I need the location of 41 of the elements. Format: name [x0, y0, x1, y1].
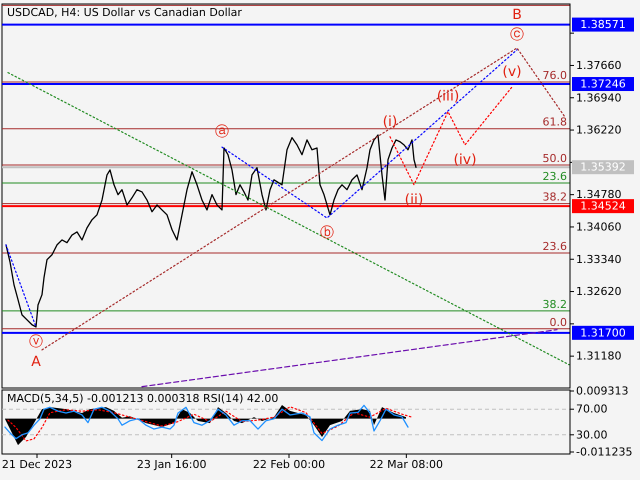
chart-title: MACD(5,34,5) -0.001213 0.000318 RSI(14) 42.00 [7, 392, 278, 405]
annotation: 23.6 [542, 170, 567, 183]
y-tick-label: 1.33340 [576, 252, 622, 266]
ref-line-label: 1.37246 [580, 78, 626, 91]
y-tick-label: 70.00 [576, 402, 608, 416]
ref-line-label: 1.35392 [580, 160, 626, 174]
annotation: (iii) [436, 88, 460, 105]
y-tick-label: 1.31180 [576, 350, 622, 363]
x-tick-label: 22 Mar 08:00 [370, 458, 444, 471]
x-tick-label: 23 Jan 16:00 [136, 458, 206, 471]
annotation: 50.0 [542, 152, 567, 166]
y-tick-label: 1.37660 [576, 58, 622, 72]
x-tick-label: 22 Feb 00:00 [252, 458, 326, 471]
x-tick-label: 21 Dec 2023 [2, 458, 72, 471]
annotation: 76.0 [542, 69, 567, 82]
chart-title: USDCAD, H4: US Dollar vs Canadian Dollar [7, 6, 242, 19]
y-tick-label: 30.00 [576, 428, 608, 442]
y-tick-label: 1.34780 [576, 188, 622, 202]
annotation: (v) [502, 64, 522, 80]
y-tick-label: 1.36940 [576, 91, 622, 104]
annotation: ⓒ [510, 26, 524, 43]
annotation: ⓐ [215, 124, 229, 140]
annotation: 0.0 [550, 316, 567, 329]
annotation: (iv) [453, 152, 477, 168]
annotation: (i) [382, 114, 398, 130]
annotation: 61.8 [542, 116, 567, 129]
annotation: 38.2 [542, 190, 567, 204]
annotation: B [512, 6, 522, 23]
annotation: ⓑ [320, 224, 334, 241]
y2-tick-label: -0.011235 [576, 446, 632, 458]
y2-tick-label: 0.009313 [576, 384, 628, 398]
ref-line-label: 1.31700 [580, 326, 626, 340]
y-tick-label: 1.32620 [576, 285, 622, 298]
annotation: A [31, 354, 42, 370]
ref-line-label: 1.38571 [580, 18, 626, 32]
annotation: 23.6 [542, 240, 567, 253]
annotation: 38.2 [542, 298, 567, 311]
annotation: ⓥ [29, 334, 43, 350]
y-tick-label: 1.34060 [576, 220, 622, 234]
y-tick-label: 1.36220 [576, 124, 622, 137]
ref-line-label: 1.34524 [580, 200, 626, 213]
